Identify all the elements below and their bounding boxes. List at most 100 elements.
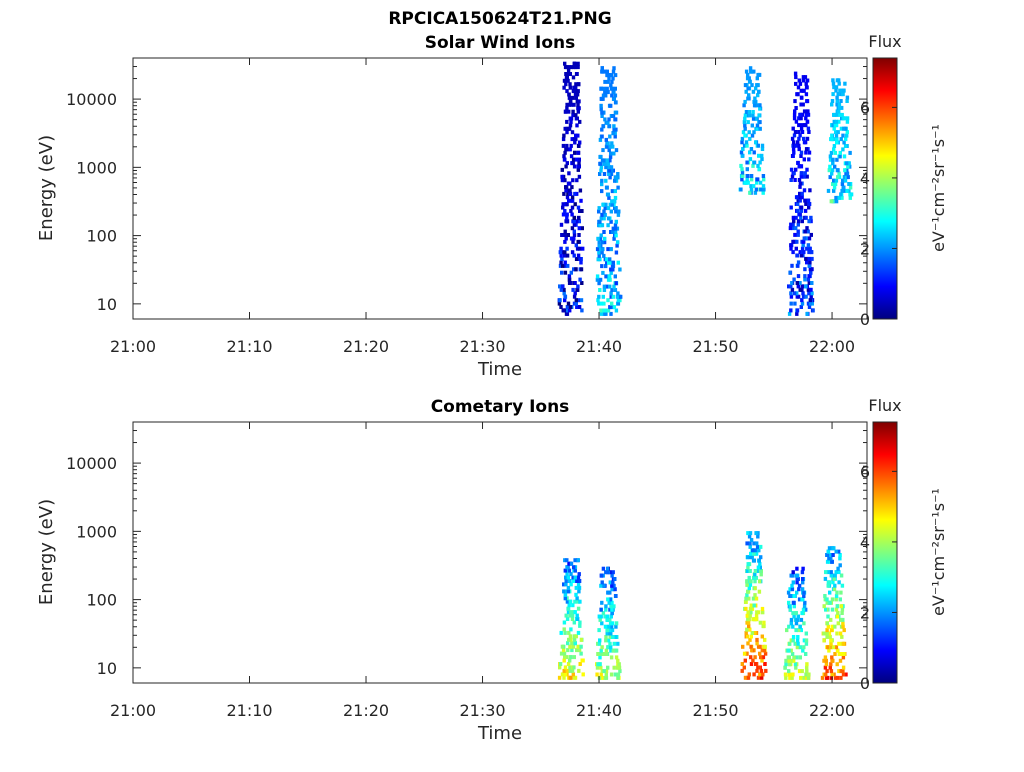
heatmap-cell — [607, 274, 611, 279]
heatmap-cell — [608, 641, 612, 646]
heatmap-cell — [807, 202, 812, 206]
heatmap-cell — [800, 570, 805, 575]
heatmap-cell — [757, 589, 762, 594]
heatmap-cell — [748, 569, 752, 573]
heatmap-cell — [575, 72, 579, 76]
heatmap-cell — [612, 199, 617, 204]
heatmap-cell — [837, 105, 842, 110]
heatmap-cell — [610, 93, 614, 98]
heatmap-cell — [746, 174, 750, 178]
heatmap-cell — [568, 85, 572, 90]
heatmap-cell — [575, 219, 579, 224]
heatmap-cell — [610, 73, 614, 78]
heatmap-cell — [832, 178, 836, 183]
heatmap-cell — [796, 229, 800, 234]
heatmap-cell — [795, 311, 799, 316]
heatmap-cell — [567, 109, 571, 114]
heatmap-cell — [598, 662, 602, 667]
heatmap-cell — [810, 291, 814, 296]
heatmap-cell — [570, 668, 575, 673]
heatmap-cell — [801, 291, 805, 296]
heatmap-cell — [805, 112, 809, 117]
heatmap-cell — [563, 178, 567, 183]
heatmap-cell — [602, 86, 606, 91]
heatmap-cell — [835, 614, 840, 619]
heatmap-cell — [573, 558, 577, 563]
heatmap-cell — [791, 611, 795, 616]
heatmap-cell — [603, 79, 607, 84]
heatmap-cell — [830, 133, 834, 138]
heatmap-cell — [612, 124, 616, 129]
heatmap-cell — [757, 548, 761, 553]
heatmap-cell — [557, 675, 562, 680]
heatmap-cell — [746, 589, 750, 594]
heatmap-cell — [807, 236, 812, 241]
heatmap-cell — [567, 603, 571, 608]
heatmap-cell — [580, 308, 584, 313]
heatmap-cell — [612, 127, 616, 132]
heatmap-cell — [558, 263, 563, 268]
x-tick-label: 21:50 — [692, 701, 738, 720]
heatmap-cell — [792, 133, 797, 138]
heatmap-cell — [833, 624, 837, 629]
heatmap-cell — [838, 112, 842, 117]
heatmap-cell — [836, 168, 840, 173]
heatmap-cell — [798, 645, 803, 650]
heatmap-cell — [565, 219, 569, 224]
heatmap-cell — [602, 652, 606, 656]
heatmap-cell — [615, 226, 620, 231]
heatmap-cell — [611, 96, 616, 101]
heatmap-cell — [603, 69, 607, 74]
heatmap-cell — [826, 570, 830, 575]
heatmap-cell — [830, 99, 835, 103]
colorbar-tick-label: 0 — [860, 674, 870, 693]
heatmap-cell — [758, 562, 762, 567]
heatmap-cell — [795, 617, 800, 622]
heatmap-cell — [757, 153, 761, 158]
heatmap-cell — [807, 672, 811, 677]
heatmap-cell — [604, 669, 609, 674]
heatmap-cell — [569, 143, 573, 148]
heatmap-cell — [563, 61, 567, 66]
heatmap-cell — [600, 580, 604, 585]
y-tick-label: 10 — [97, 295, 117, 314]
heatmap-cell — [560, 672, 565, 677]
heatmap-cell — [807, 305, 812, 309]
heatmap-cell — [564, 582, 568, 587]
heatmap-cell — [612, 284, 616, 289]
heatmap-cell — [565, 246, 569, 251]
heatmap-cell — [796, 222, 800, 227]
heatmap-cell — [755, 641, 759, 646]
heatmap-cell — [574, 634, 578, 639]
heatmap-cell — [841, 178, 846, 183]
heatmap-cell — [839, 137, 843, 142]
heatmap-cell — [762, 624, 766, 629]
heatmap-cell — [560, 270, 564, 275]
heatmap-cell — [827, 168, 831, 173]
y-ticks: 10 100 1000 10000 — [66, 57, 867, 314]
heatmap-cell — [563, 209, 567, 213]
heatmap-cell — [760, 675, 764, 680]
heatmap-cell — [614, 648, 619, 653]
heatmap-cell — [566, 606, 571, 611]
x-tick-label: 21:00 — [110, 701, 156, 720]
heatmap-cell — [746, 562, 750, 567]
heatmap-cell — [822, 638, 826, 643]
heatmap-cell — [566, 308, 570, 313]
heatmap-cell — [600, 127, 604, 132]
heatmap-cell — [828, 590, 832, 595]
heatmap-cell — [602, 216, 606, 221]
heatmap-cell — [740, 170, 745, 175]
heatmap-cell — [794, 611, 798, 616]
heatmap-cell — [563, 596, 567, 601]
heatmap-cell — [563, 665, 568, 670]
heatmap-cell — [577, 305, 582, 309]
heatmap-cell — [613, 577, 617, 581]
heatmap-cell — [606, 216, 611, 221]
heatmap-cell — [805, 167, 809, 172]
heatmap-cell — [845, 130, 849, 135]
heatmap-cell — [598, 161, 603, 166]
heatmap-cell — [800, 597, 804, 602]
heatmap-cell — [617, 662, 621, 667]
heatmap-cell — [614, 655, 619, 660]
